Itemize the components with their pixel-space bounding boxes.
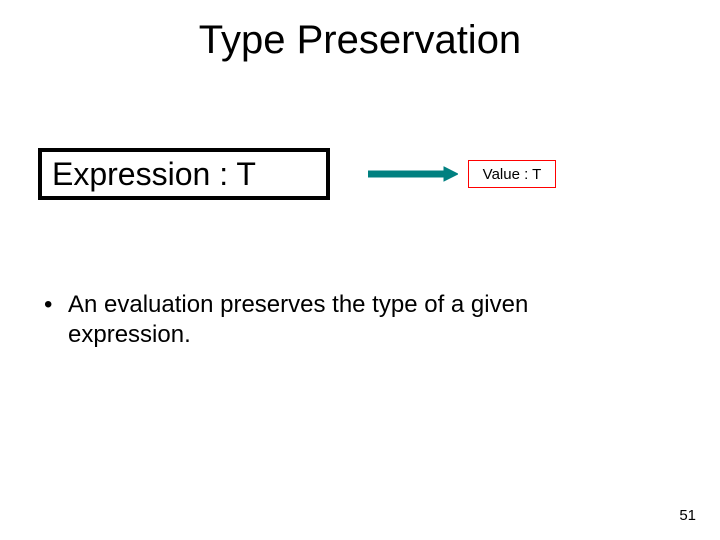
value-box: Value : T: [468, 160, 556, 188]
page-number: 51: [679, 507, 696, 524]
slide-title: Type Preservation: [0, 18, 720, 63]
expression-box-text: Expression : T: [52, 156, 256, 193]
bullet-marker: •: [44, 290, 68, 350]
value-box-text: Value : T: [483, 166, 542, 183]
bullet-text: An evaluation preserves the type of a gi…: [68, 290, 644, 350]
arrow: [368, 166, 458, 182]
bullet-item: • An evaluation preserves the type of a …: [44, 290, 644, 350]
expression-box: Expression : T: [38, 148, 330, 200]
